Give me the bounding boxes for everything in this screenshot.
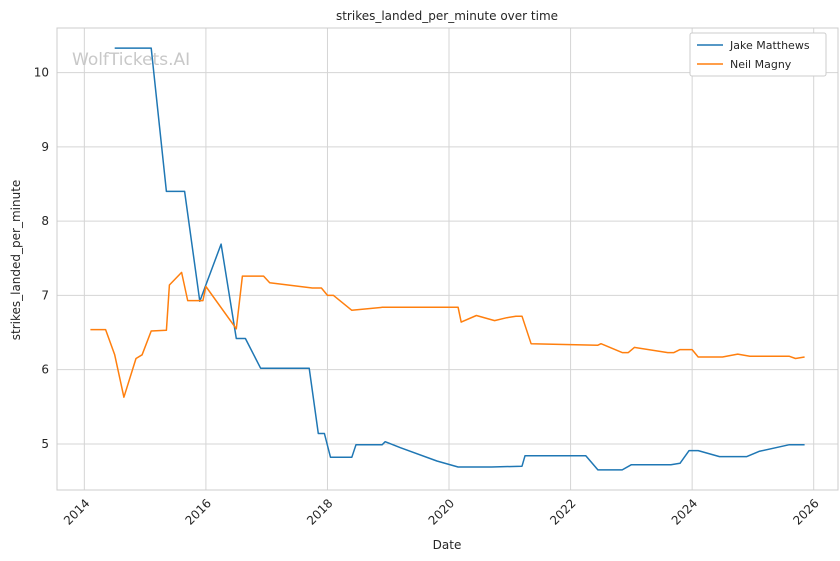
y-tick-label: 10: [34, 66, 49, 80]
x-tick-label: 2016: [183, 496, 214, 527]
plot-frame: [56, 27, 839, 491]
y-tick-label: 9: [41, 140, 49, 154]
x-axis-label: Date: [433, 538, 462, 552]
grid: [57, 28, 838, 490]
x-tick-labels: 2014 2016 2018 2020 2022 2024 2026: [61, 496, 822, 527]
x-tick-label: 2022: [547, 496, 578, 527]
series-line-jake-matthews: [114, 47, 805, 471]
watermark: WolfTickets.AI: [72, 50, 190, 70]
y-tick-label: 6: [41, 363, 49, 377]
legend-label-neil-magny: Neil Magny: [730, 58, 792, 71]
legend-frame: [689, 32, 827, 77]
chart-title: strikes_landed_per_minute over time: [336, 9, 558, 23]
y-tick-label: 5: [41, 437, 49, 451]
y-tick-label: 8: [41, 214, 49, 228]
x-tick-label: 2026: [790, 496, 821, 527]
legend: Jake Matthews Neil Magny: [689, 32, 827, 77]
series-line-neil-magny: [90, 271, 805, 398]
y-tick-labels: 5 6 7 8 9 10: [34, 66, 49, 451]
x-tick-label: 2018: [304, 496, 335, 527]
series-layer: [90, 47, 805, 471]
x-tick-label: 2014: [61, 496, 92, 527]
x-tick-label: 2020: [426, 496, 457, 527]
legend-label-jake-matthews: Jake Matthews: [729, 39, 810, 52]
x-tick-label: 2024: [669, 496, 700, 527]
y-axis-label: strikes_landed_per_minute: [9, 180, 23, 341]
y-tick-label: 7: [41, 288, 49, 302]
